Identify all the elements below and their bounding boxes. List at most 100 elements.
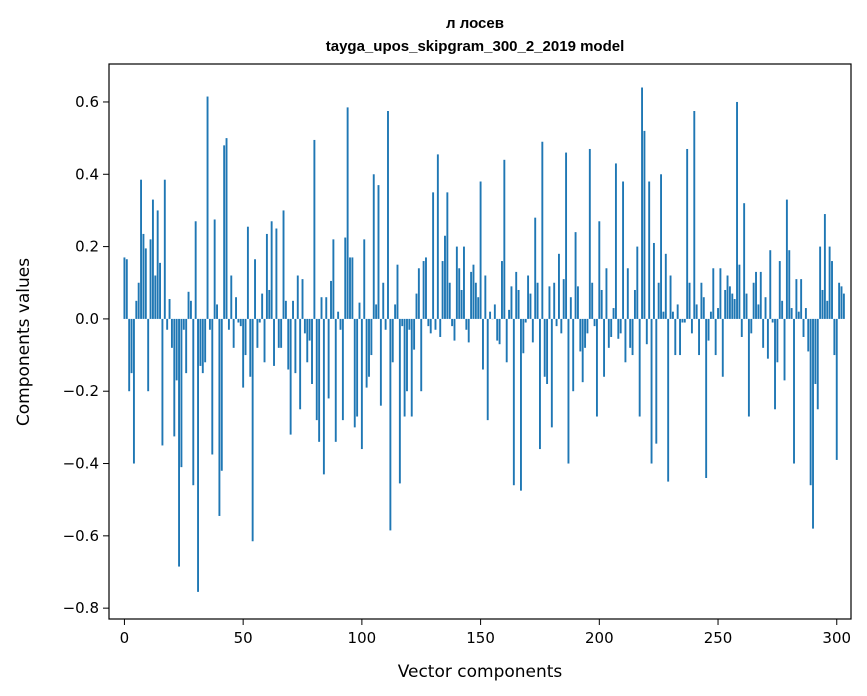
bar-53 — [249, 318, 252, 377]
bar-39 — [216, 304, 218, 319]
bar-43 — [225, 138, 228, 319]
bar-120 — [408, 318, 411, 330]
bar-9 — [144, 248, 147, 319]
bar-137 — [448, 282, 451, 319]
bar-244 — [702, 297, 705, 319]
bar-30 — [194, 221, 197, 319]
bar-207 — [614, 163, 617, 319]
bar-108 — [379, 318, 382, 406]
bar-12 — [151, 199, 154, 319]
x-axis-label: Vector components — [398, 662, 563, 682]
bar-149 — [477, 297, 480, 319]
bar-268 — [759, 271, 762, 319]
bar-209 — [619, 318, 622, 334]
bar-184 — [560, 318, 563, 334]
y-tick-label: −0.2 — [63, 382, 99, 400]
bar-160 — [503, 159, 506, 319]
bar-126 — [422, 261, 425, 319]
bar-121 — [410, 318, 413, 417]
bar-172 — [531, 318, 534, 343]
bar-55 — [254, 259, 256, 319]
bar-294 — [821, 289, 824, 319]
bar-270 — [764, 297, 767, 319]
bar-88 — [332, 239, 335, 319]
bar-51 — [244, 318, 247, 356]
bar-15 — [159, 262, 161, 319]
bar-257 — [733, 299, 736, 319]
bar-23 — [178, 318, 180, 567]
bar-61 — [268, 289, 271, 319]
bar-280 — [788, 250, 791, 319]
bar-7 — [140, 179, 142, 319]
bar-122 — [413, 318, 416, 350]
bar-89 — [334, 318, 337, 442]
bar-102 — [365, 318, 368, 388]
bar-77 — [306, 318, 309, 363]
bar-86 — [327, 318, 330, 399]
bar-254 — [726, 275, 729, 319]
bar-221 — [648, 181, 651, 319]
bar-206 — [612, 308, 615, 319]
bar-44 — [227, 318, 230, 330]
bar-40 — [218, 318, 221, 516]
bar-35 — [206, 96, 209, 319]
bar-48 — [237, 318, 240, 323]
bar-131 — [434, 318, 437, 330]
bar-94 — [346, 107, 349, 319]
bar-82 — [318, 318, 321, 442]
bar-243 — [700, 282, 703, 319]
x-tick-label: 250 — [704, 629, 733, 647]
bar-66 — [280, 318, 283, 348]
y-tick-label: 0.0 — [75, 310, 99, 328]
bar-93 — [344, 237, 347, 319]
y-tick-label: −0.8 — [63, 599, 99, 617]
bar-215 — [633, 289, 636, 319]
bar-176 — [541, 141, 544, 319]
bar-222 — [650, 318, 653, 464]
bar-169 — [524, 318, 527, 323]
bar-62 — [270, 221, 273, 319]
bar-296 — [826, 300, 829, 319]
bar-32 — [199, 318, 202, 366]
bar-112 — [389, 318, 392, 531]
bar-173 — [534, 217, 537, 319]
bar-258 — [736, 101, 738, 319]
bar-45 — [230, 275, 233, 319]
bar-130 — [432, 192, 435, 319]
bar-123 — [415, 293, 418, 319]
bar-248 — [712, 268, 715, 319]
bar-226 — [660, 174, 662, 319]
bar-251 — [719, 268, 722, 319]
bar-261 — [743, 203, 746, 319]
bar-266 — [755, 271, 757, 319]
x-tick-label: 150 — [466, 629, 495, 647]
bar-47 — [235, 297, 237, 319]
bar-135 — [444, 235, 446, 319]
plot-frame — [108, 63, 852, 620]
bar-49 — [239, 318, 242, 327]
bar-74 — [299, 318, 302, 410]
x-tick-label: 50 — [234, 629, 253, 647]
bar-129 — [429, 318, 432, 334]
bar-151 — [482, 318, 484, 370]
bar-276 — [778, 261, 781, 319]
bar-227 — [662, 311, 665, 319]
bar-99 — [358, 302, 361, 319]
bar-269 — [762, 318, 765, 348]
bar-87 — [330, 280, 332, 319]
bar-239 — [690, 318, 693, 334]
bar-167 — [520, 318, 522, 491]
bar-138 — [451, 318, 454, 327]
bar-250 — [717, 308, 719, 319]
bar-59 — [263, 318, 266, 363]
bar-139 — [453, 318, 456, 341]
bar-143 — [463, 246, 465, 319]
bar-125 — [420, 318, 423, 392]
bar-140 — [455, 246, 458, 319]
bar-232 — [674, 318, 677, 356]
bar-299 — [833, 318, 836, 356]
bar-236 — [683, 318, 686, 323]
bar-231 — [671, 311, 674, 319]
bar-133 — [439, 318, 442, 337]
bar-293 — [819, 246, 822, 319]
